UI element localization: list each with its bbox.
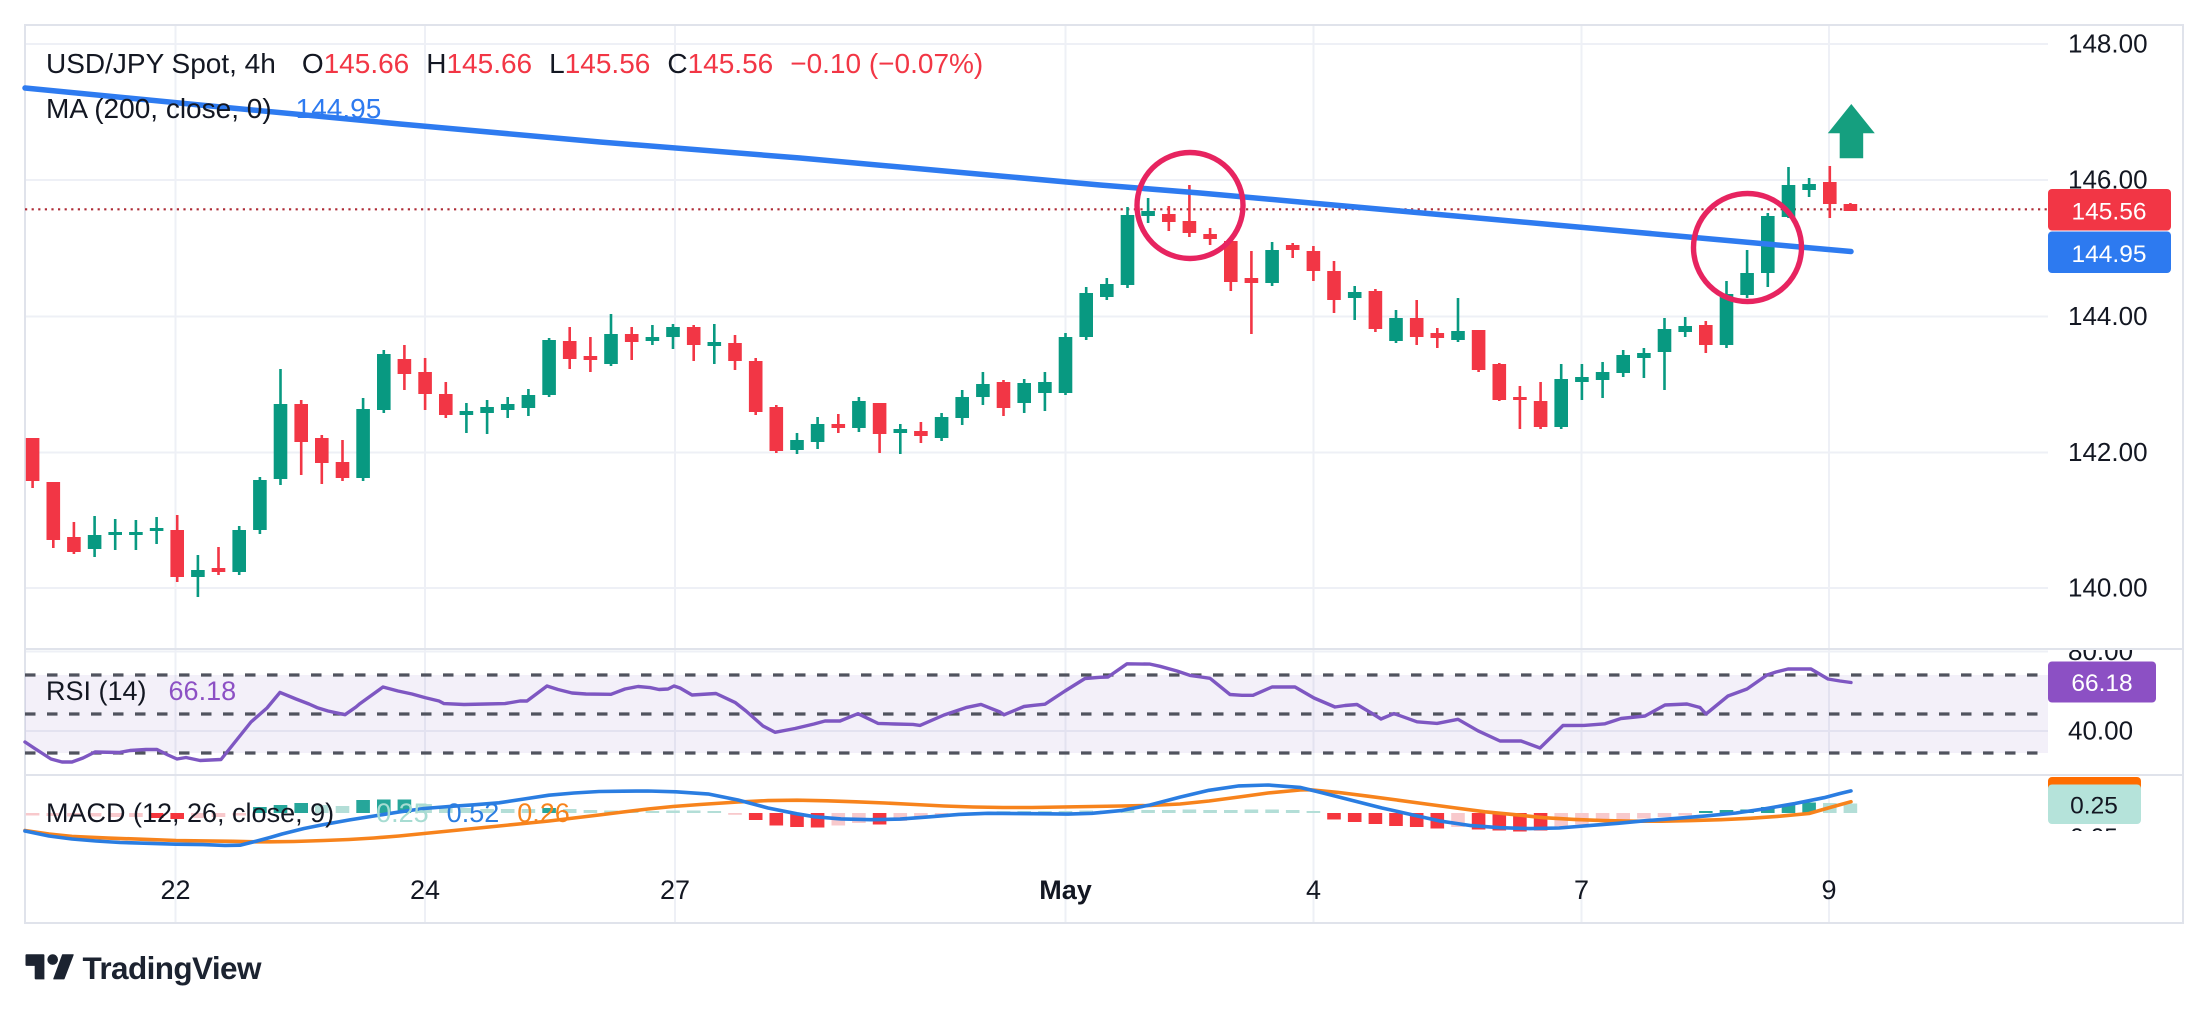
svg-text:145.56: 145.56 xyxy=(2072,199,2147,226)
svg-text:142.00: 142.00 xyxy=(2068,437,2148,467)
svg-text:40.00: 40.00 xyxy=(2068,716,2133,746)
svg-text:140.00: 140.00 xyxy=(2068,573,2148,603)
svg-text:27: 27 xyxy=(660,875,690,905)
svg-text:22: 22 xyxy=(160,875,190,905)
svg-text:9: 9 xyxy=(1821,875,1836,905)
svg-text:66.18: 66.18 xyxy=(2071,670,2132,697)
svg-text:4: 4 xyxy=(1306,875,1321,905)
svg-text:7: 7 xyxy=(1574,875,1589,905)
svg-text:24: 24 xyxy=(410,875,440,905)
svg-text:MACD (12, 26, close, 9)0.250.5: MACD (12, 26, close, 9) 0.25 0.52 0.26 xyxy=(46,798,570,828)
svg-text:TradingView: TradingView xyxy=(83,950,262,986)
svg-text:0.05: 0.05 xyxy=(2070,824,2118,851)
svg-text:144.95: 144.95 xyxy=(2072,241,2147,268)
svg-text:RSI (14)66.18: RSI (14) 66.18 xyxy=(46,676,236,706)
svg-text:MA (200, close, 0)144.95: MA (200, close, 0) 144.95 xyxy=(46,93,381,124)
svg-text:0.25: 0.25 xyxy=(2070,793,2118,820)
svg-text:May: May xyxy=(1039,875,1092,905)
svg-text:144.00: 144.00 xyxy=(2068,301,2148,331)
svg-text:148.00: 148.00 xyxy=(2068,29,2148,59)
